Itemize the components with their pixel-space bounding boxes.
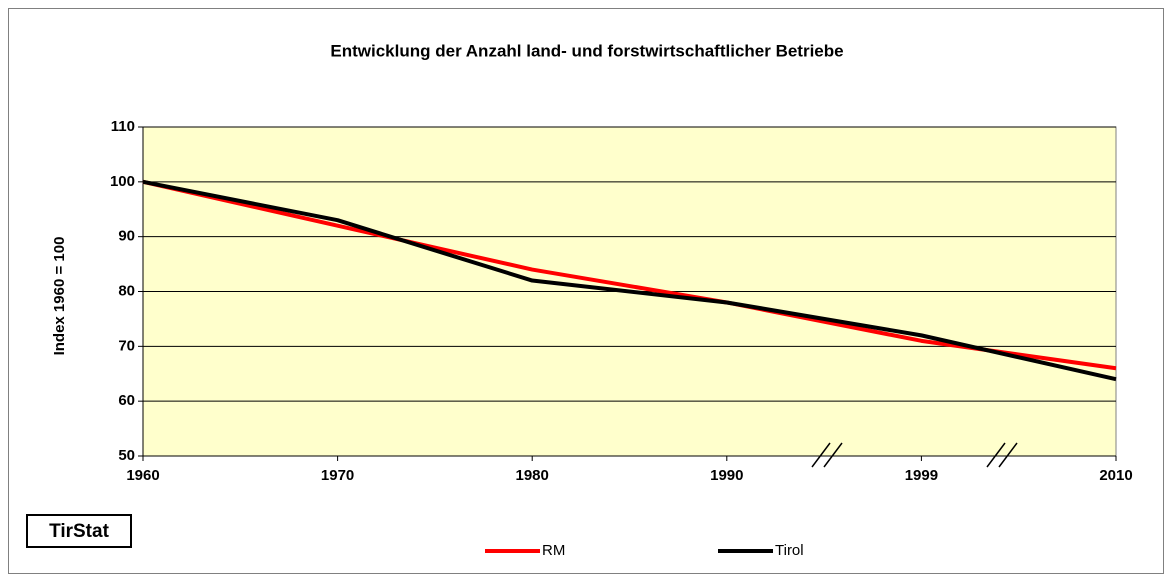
chart-title: Entwicklung der Anzahl land- und forstwi…: [330, 41, 843, 60]
x-tick-label: 2010: [1099, 467, 1132, 484]
y-tick-label: 110: [111, 118, 135, 135]
y-tick-label: 60: [118, 392, 135, 409]
axis-break: [986, 442, 1006, 468]
logo-text: TirStat: [49, 521, 110, 542]
y-axis-label: Index 1960 = 100: [51, 237, 68, 356]
axis-break: [823, 442, 843, 468]
legend-label: Tirol: [775, 542, 804, 559]
y-tick-label: 70: [118, 337, 135, 354]
x-tick-label: 1970: [321, 467, 354, 484]
x-tick-label: 1960: [126, 467, 159, 484]
x-tick-label: 1999: [905, 467, 938, 484]
logo-box: [26, 514, 132, 548]
legend-label: RM: [542, 542, 565, 559]
x-tick-label: 1990: [710, 467, 743, 484]
axis-breaks: [811, 442, 1018, 468]
axis-break: [998, 442, 1018, 468]
series-line: [142, 179, 1117, 371]
x-tick-label: 1980: [516, 467, 549, 484]
y-tick-label: 80: [118, 282, 135, 299]
y-tick-label: 50: [118, 447, 135, 464]
y-tick-label: 100: [110, 173, 135, 190]
y-tick-label: 90: [118, 228, 135, 245]
axis-break: [811, 442, 831, 468]
series-line: [142, 179, 1117, 382]
